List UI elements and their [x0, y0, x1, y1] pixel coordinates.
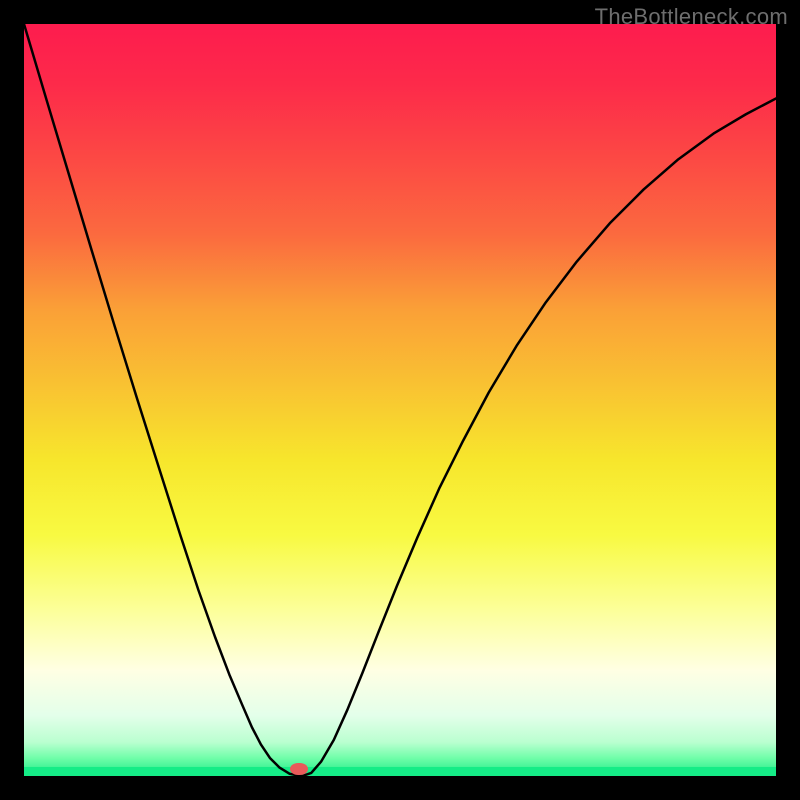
curve-minimum-marker	[290, 763, 308, 775]
plot-curve	[24, 24, 776, 776]
plot-frame	[24, 24, 776, 776]
chart-outer-frame: TheBottleneck.com	[0, 0, 800, 800]
